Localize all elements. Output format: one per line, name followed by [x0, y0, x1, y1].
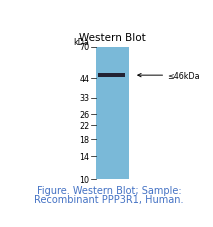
Text: kDa: kDa	[73, 37, 89, 47]
Text: 22: 22	[79, 121, 89, 130]
Text: Western Blot: Western Blot	[79, 33, 146, 43]
Text: Figure. Western Blot; Sample:: Figure. Western Blot; Sample:	[37, 185, 181, 195]
Text: 33: 33	[79, 94, 89, 103]
Text: 26: 26	[79, 110, 89, 119]
Text: 44: 44	[79, 74, 89, 83]
Text: 70: 70	[79, 43, 89, 52]
Text: 14: 14	[79, 152, 89, 161]
Text: Recombinant PPP3R1, Human.: Recombinant PPP3R1, Human.	[35, 194, 184, 204]
Text: ≤46kDa: ≤46kDa	[167, 71, 200, 80]
Bar	[98, 74, 125, 78]
Text: 10: 10	[79, 175, 89, 184]
Text: 18: 18	[79, 135, 89, 144]
